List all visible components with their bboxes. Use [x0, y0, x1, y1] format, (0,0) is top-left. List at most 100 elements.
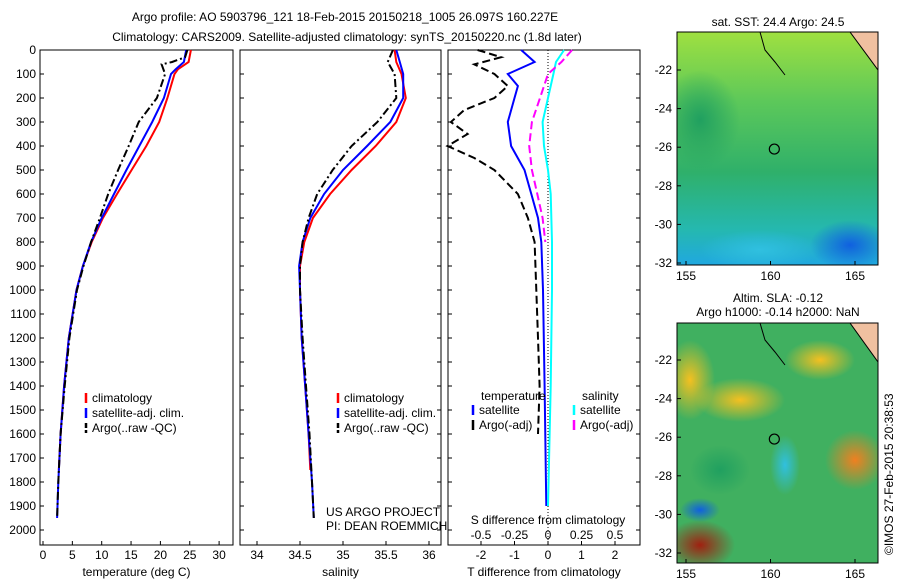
- y-tick-label: 2000: [9, 523, 36, 537]
- s-tick-label: 0.25: [570, 528, 594, 542]
- lat-tick-label: -30: [655, 507, 673, 521]
- lon-tick-label: 155: [676, 269, 696, 283]
- x-tick-label: 15: [124, 548, 138, 562]
- lat-tick-label: -32: [655, 256, 673, 270]
- y-tick-label: 1400: [9, 379, 36, 393]
- temperature-panel: 0100200300400500600700800900100011001200…: [9, 43, 234, 579]
- series-line-t-argo-adj-: [445, 49, 541, 435]
- sst-map-title: sat. SST: 24.4 Argo: 24.5: [712, 15, 845, 29]
- y-tick-label: 0: [29, 43, 36, 57]
- x-tick-label: -2: [476, 548, 487, 562]
- x-tick-label: 0: [545, 548, 552, 562]
- y-tick-label: 200: [16, 91, 36, 105]
- y-tick-label: 700: [16, 211, 36, 225]
- plot-frame: [39, 49, 234, 546]
- figure-title: Argo profile: AO 5903796_121 18-Feb-2015…: [132, 10, 558, 24]
- x-tick-label: 10: [95, 548, 109, 562]
- legend-label: satellite-adj. clim.: [92, 406, 184, 420]
- lon-tick-label: 155: [676, 567, 696, 580]
- plot-frame: [239, 49, 442, 546]
- map-frame: [676, 31, 879, 266]
- legend-label: Argo(..raw -QC): [92, 421, 177, 435]
- x-tick-label: 30: [212, 548, 226, 562]
- argo-position-marker: [768, 143, 780, 155]
- annotation-pi: PI: DEAN ROEMMICH: [326, 519, 447, 533]
- legend-title-salinity: salinity: [582, 389, 619, 403]
- x-axis-label: salinity: [322, 565, 359, 579]
- x-tick-label: 1: [578, 548, 585, 562]
- legend-label: satellite: [479, 403, 520, 417]
- x-tick-label: 5: [69, 548, 76, 562]
- y-tick-label: 1000: [9, 283, 36, 297]
- x-tick-label: 35: [336, 548, 350, 562]
- y-tick-label: 600: [16, 187, 36, 201]
- lat-tick-label: -32: [655, 546, 673, 560]
- series-line-satellite-adj-clim-: [56, 49, 188, 519]
- legend-title-temperature: temperature: [481, 389, 546, 403]
- y-tick-label: 800: [16, 235, 36, 249]
- y-tick-label: 100: [16, 67, 36, 81]
- x-tick-label: 36: [422, 548, 436, 562]
- lat-tick-label: -24: [655, 392, 673, 406]
- s-axis-label: S difference from climatology: [471, 513, 626, 527]
- sla-map-subtitle: Argo h1000: -0.14 h2000: NaN: [696, 305, 859, 319]
- x-tick-label: 35.5: [374, 548, 398, 562]
- lat-tick-label: -22: [655, 353, 673, 367]
- series-line-t-satellite: [506, 49, 548, 507]
- y-tick-label: 900: [16, 259, 36, 273]
- series-line-satellite-adj-clim-: [298, 49, 405, 519]
- x-tick-label: 25: [183, 548, 197, 562]
- sla-map: [677, 323, 878, 563]
- x-axis-label: T difference from climatology: [467, 565, 621, 579]
- x-tick-label: 0: [40, 548, 47, 562]
- s-tick-label: 0: [545, 528, 552, 542]
- s-tick-label: 0.5: [607, 528, 624, 542]
- y-tick-label: 1700: [9, 451, 36, 465]
- y-tick-label: 1500: [9, 403, 36, 417]
- y-tick-label: 1200: [9, 331, 36, 345]
- difference-panel: -2 -1 0 1 2 T difference from climatology S di…: [445, 49, 641, 579]
- y-tick-label: 1600: [9, 427, 36, 441]
- x-tick-label: 34.5: [288, 548, 312, 562]
- series-line-s-argo-adj-: [528, 49, 573, 243]
- x-tick-label: 34: [250, 548, 264, 562]
- legend-label: climatology: [92, 391, 152, 405]
- sst-map: [677, 32, 878, 265]
- lat-tick-label: -28: [655, 469, 673, 483]
- argo-position-marker: [768, 433, 780, 445]
- legend-label: Argo(-adj): [580, 418, 633, 432]
- lon-tick-label: 165: [845, 567, 865, 580]
- credit: ©IMOS 27-Feb-2015 20:38:53: [882, 393, 896, 555]
- y-tick-label: 1800: [9, 475, 36, 489]
- y-tick-label: 1100: [10, 307, 36, 321]
- legend-label: satellite: [580, 403, 621, 417]
- lat-tick-label: -22: [655, 63, 673, 77]
- sla-map-title: Altim. SLA: -0.12: [733, 291, 823, 305]
- lat-tick-label: -26: [655, 430, 673, 444]
- series-line-s-satellite: [541, 49, 565, 507]
- x-tick-label: -1: [509, 548, 520, 562]
- lon-tick-label: 160: [760, 567, 780, 580]
- lon-tick-label: 160: [760, 269, 780, 283]
- lat-tick-label: -30: [655, 217, 673, 231]
- legend-label: climatology: [344, 391, 404, 405]
- x-tick-label: 20: [154, 548, 168, 562]
- lat-tick-label: -28: [655, 179, 673, 193]
- s-tick-label: -0.5: [471, 528, 492, 542]
- x-axis-label: temperature (deg C): [82, 565, 190, 579]
- salinity-panel: 34 34.5 35 35.5 36 salinity climatologysatelli…: [239, 49, 447, 579]
- y-tick-label: 300: [16, 115, 36, 129]
- series-line-argo-raw-qc-: [299, 49, 398, 519]
- annotation-project: US ARGO PROJECT: [326, 505, 441, 519]
- plot-frame: [447, 49, 641, 546]
- s-tick-label: -0.25: [501, 528, 529, 542]
- lat-tick-label: -26: [655, 140, 673, 154]
- y-tick-label: 1900: [9, 499, 36, 513]
- y-tick-label: 400: [16, 139, 36, 153]
- series-line-argo-raw-qc-: [56, 49, 189, 519]
- y-tick-label: 500: [16, 163, 36, 177]
- lon-tick-label: 165: [845, 269, 865, 283]
- figure-subtitle: Climatology: CARS2009. Satellite-adjuste…: [112, 30, 582, 44]
